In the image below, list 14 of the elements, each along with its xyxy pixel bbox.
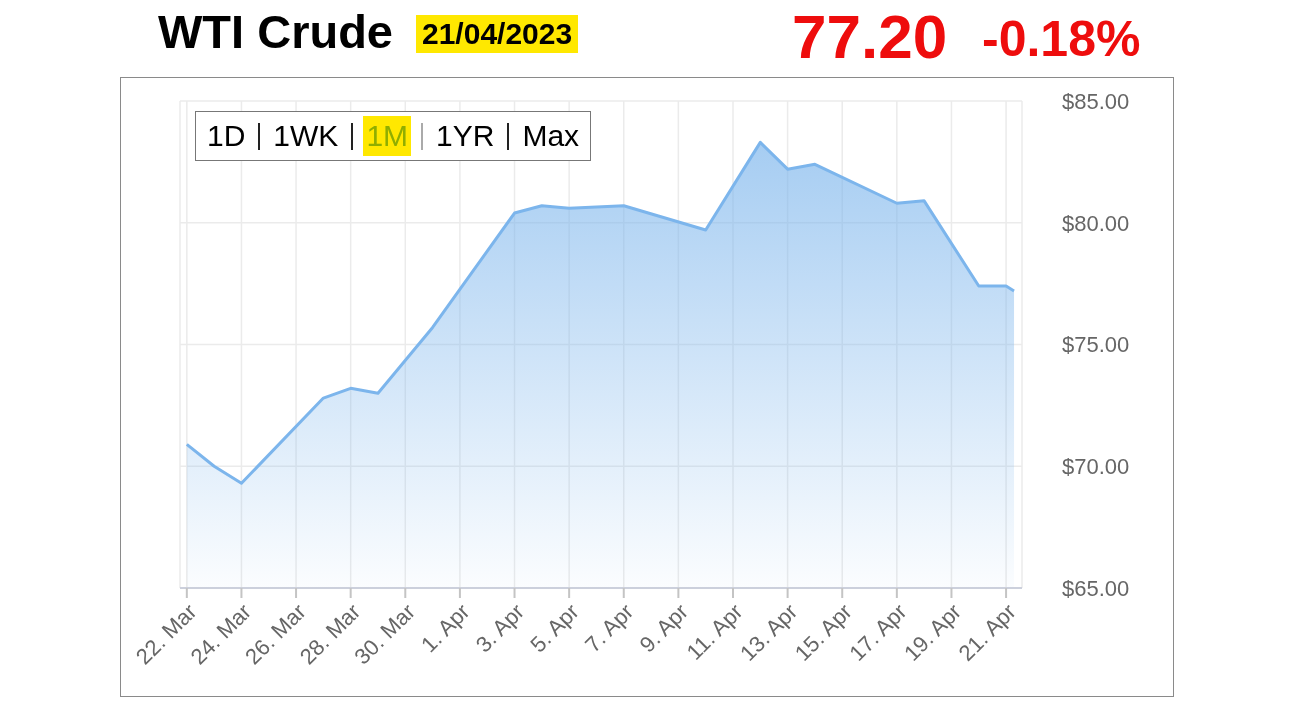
chart-subtitle: 21/04/2023 — [416, 15, 579, 53]
y-tick-label: $85.00 — [1062, 88, 1130, 114]
annotation: 1M — [363, 116, 412, 156]
y-tick-label: $70.00 — [1062, 454, 1130, 480]
annotation: 1WK — [272, 118, 340, 154]
annotation: 1YR — [435, 118, 496, 154]
text: 77.20 — [792, 2, 948, 72]
y-tick-label: $65.00 — [1062, 575, 1130, 601]
annotation: Max — [521, 118, 581, 154]
annotation: 1D — [206, 118, 247, 154]
text: -0.18% — [982, 10, 1141, 68]
y-tick-label: $80.00 — [1062, 210, 1130, 236]
chart-title: WTI Crude — [158, 4, 393, 60]
y-tick-label: $75.00 — [1062, 332, 1130, 358]
